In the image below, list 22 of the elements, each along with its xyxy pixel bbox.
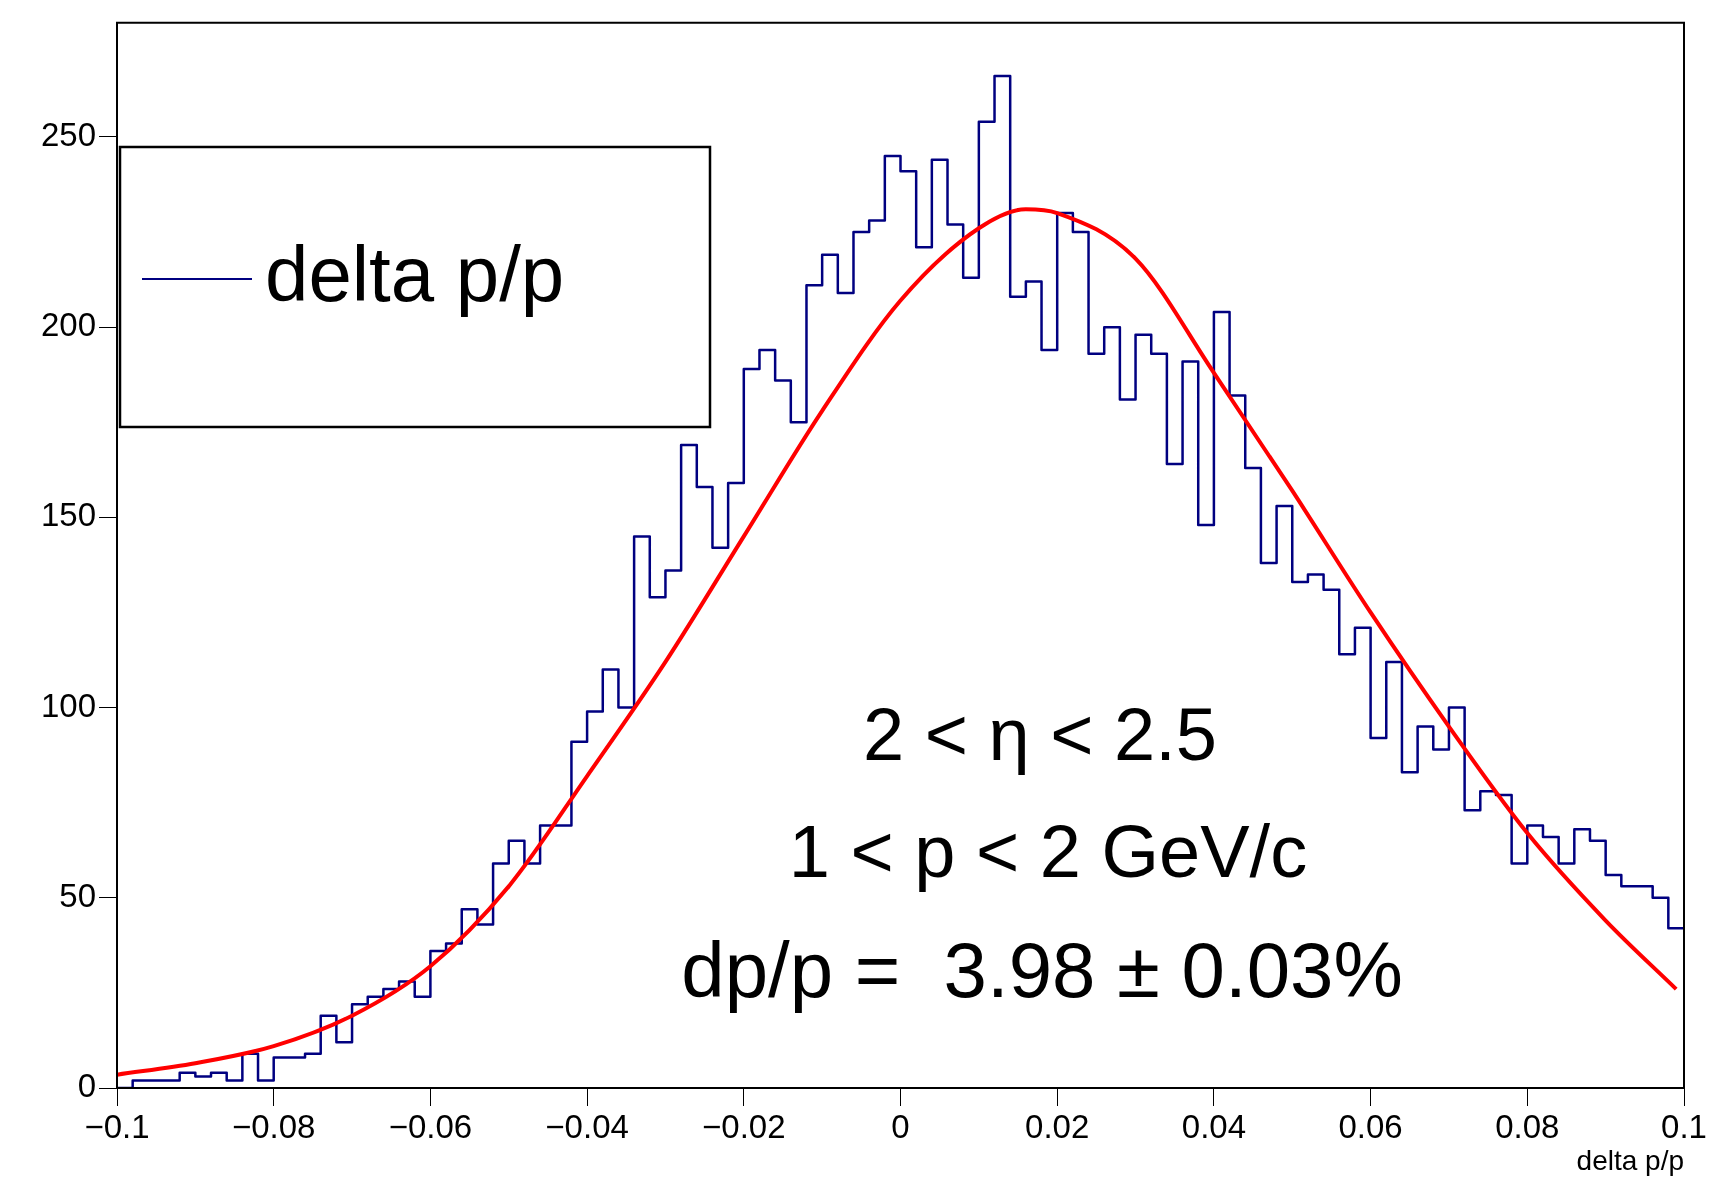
x-tick-label: −0.1 bbox=[84, 1107, 150, 1145]
y-tick-label: 150 bbox=[40, 496, 96, 534]
y-tick-label: 0 bbox=[77, 1067, 96, 1105]
y-tick-label: 50 bbox=[59, 876, 96, 914]
y-tick-label: 100 bbox=[40, 686, 96, 724]
x-tick-label: −0.04 bbox=[545, 1107, 629, 1145]
annotation: 2 < η < 2.5 bbox=[863, 693, 1217, 777]
x-tick-label: −0.06 bbox=[388, 1107, 473, 1145]
x-tick-label: 0 bbox=[891, 1107, 910, 1145]
y-tick-label: 250 bbox=[40, 116, 96, 154]
y-tick-label: 200 bbox=[40, 306, 96, 344]
x-tick-label: 0.08 bbox=[1495, 1107, 1560, 1145]
x-tick-label: −0.08 bbox=[231, 1107, 316, 1145]
annotation: 1 < p < 2 GeV/c bbox=[788, 810, 1308, 894]
x-tick-label: 0.1 bbox=[1661, 1107, 1707, 1145]
x-tick-label: 0.04 bbox=[1181, 1107, 1247, 1145]
x-tick-label: 0.06 bbox=[1338, 1107, 1403, 1145]
x-axis-title: delta p/p bbox=[1576, 1144, 1684, 1176]
x-tick-label: −0.02 bbox=[702, 1107, 786, 1145]
legend-label: delta p/p bbox=[265, 229, 565, 318]
annotation: dp/p = 3.98 ± 0.03% bbox=[681, 925, 1403, 1014]
x-tick-label: 0.02 bbox=[1025, 1107, 1090, 1145]
